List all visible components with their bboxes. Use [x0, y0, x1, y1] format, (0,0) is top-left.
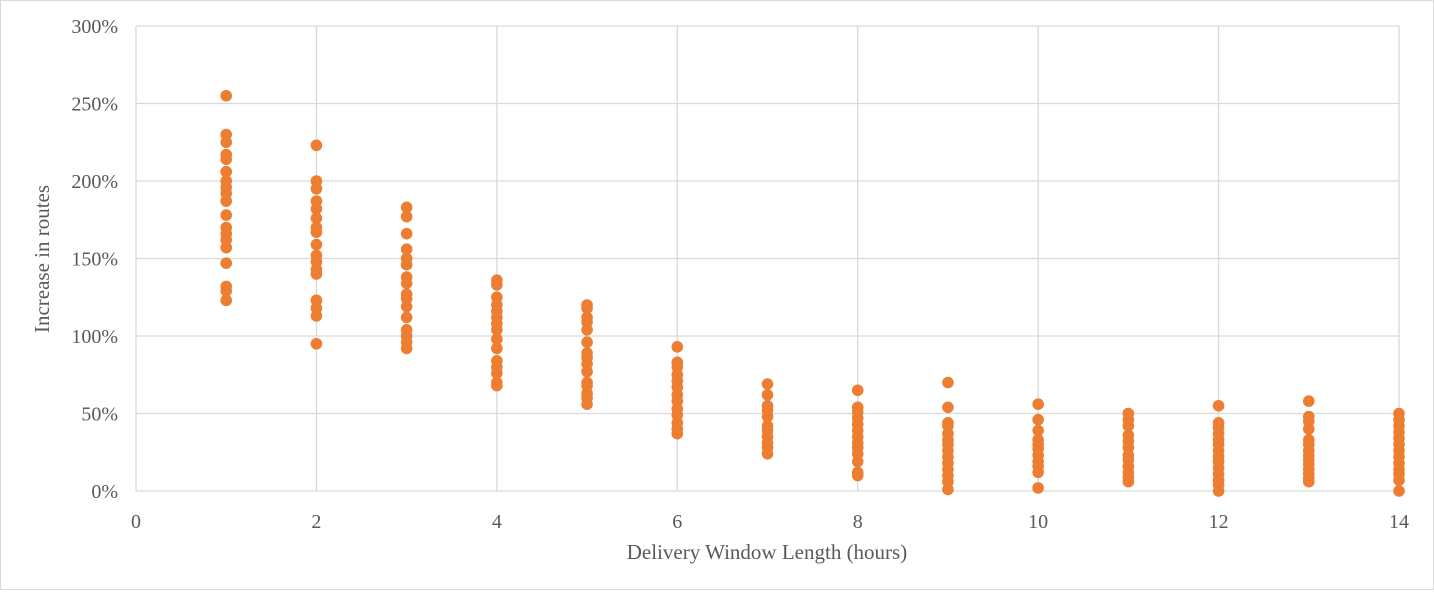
data-point: [310, 268, 323, 280]
data-point: [1393, 485, 1405, 497]
data-point: [400, 210, 413, 223]
x-axis-title: Delivery Window Length (hours): [627, 540, 907, 564]
data-point: [851, 469, 864, 482]
x-tick-label: 12: [1209, 511, 1229, 533]
data-point: [310, 212, 323, 224]
data-point: [310, 238, 323, 251]
y-tick-label: 100%: [71, 326, 118, 348]
data-point: [310, 182, 323, 195]
x-tick-label: 6: [672, 511, 682, 533]
data-point: [1302, 475, 1315, 488]
data-point: [220, 165, 233, 178]
data-point: [310, 226, 323, 238]
data-point: [220, 136, 233, 149]
data-point: [1212, 399, 1225, 412]
data-point: [310, 203, 323, 215]
data-point: [942, 376, 954, 389]
data-point: [220, 195, 233, 207]
data-point: [581, 336, 593, 349]
data-point: [310, 139, 323, 152]
data-point: [581, 302, 593, 314]
data-point: [1393, 474, 1405, 486]
y-tick-label: 300%: [71, 16, 118, 38]
y-axis-title: Increase in routes: [30, 185, 54, 333]
data-point: [761, 389, 774, 401]
data-point: [220, 209, 233, 221]
data-point: [491, 324, 503, 336]
data-point: [581, 365, 593, 378]
gridlines: [135, 25, 1400, 492]
data-point: [400, 201, 413, 214]
data-point: [220, 285, 233, 297]
data-point: [400, 342, 413, 355]
data-point: [491, 367, 503, 380]
data-point: [220, 89, 233, 102]
x-axis-tick-labels: 0 2 4 6 8 10 12 14: [131, 511, 1409, 533]
data-point: [491, 379, 503, 392]
y-tick-label: 200%: [71, 171, 118, 193]
x-tick-label: 4: [492, 511, 502, 533]
data-point: [1032, 466, 1044, 479]
data-point: [220, 241, 233, 254]
data-point: [1302, 395, 1315, 407]
data-point: [1302, 423, 1315, 435]
data-point: [220, 153, 233, 166]
data-point: [671, 427, 684, 440]
x-tick-label: 14: [1389, 511, 1409, 533]
data-point: [581, 324, 593, 336]
data-point: [761, 448, 774, 460]
data-point: [1122, 475, 1135, 488]
data-point: [851, 384, 864, 397]
y-tick-label: 250%: [71, 94, 118, 116]
data-point: [220, 294, 233, 307]
data-point: [220, 257, 233, 269]
data-point: [491, 333, 503, 345]
data-point: [310, 337, 323, 350]
data-point: [761, 378, 774, 390]
data-point: [400, 227, 413, 240]
data-point: [400, 311, 413, 324]
data-point: [581, 398, 593, 411]
data-point: [400, 258, 413, 271]
data-point: [310, 310, 323, 322]
data-point: [761, 410, 774, 423]
data-point: [671, 341, 684, 353]
data-point: [1032, 398, 1044, 411]
x-tick-label: 2: [311, 511, 321, 533]
data-point: [1122, 420, 1135, 432]
data-point: [400, 300, 413, 313]
data-point: [851, 455, 864, 468]
x-tick-label: 8: [853, 511, 863, 533]
data-points: [220, 89, 1405, 497]
data-point: [942, 401, 954, 414]
data-point: [1032, 424, 1044, 437]
data-point: [1032, 413, 1044, 426]
data-point: [1212, 485, 1225, 497]
data-point: [400, 277, 413, 290]
data-point: [1032, 482, 1044, 494]
data-point: [491, 279, 503, 291]
data-point: [491, 342, 503, 355]
data-point: [942, 483, 954, 496]
y-tick-label: 50%: [81, 404, 118, 426]
y-axis-tick-labels: 0% 50% 100% 150% 200% 250% 300%: [71, 16, 118, 503]
x-tick-label: 0: [131, 511, 141, 533]
data-point: [400, 243, 413, 255]
x-tick-label: 10: [1028, 511, 1048, 533]
y-tick-label: 0%: [91, 481, 118, 503]
y-tick-label: 150%: [71, 249, 118, 271]
